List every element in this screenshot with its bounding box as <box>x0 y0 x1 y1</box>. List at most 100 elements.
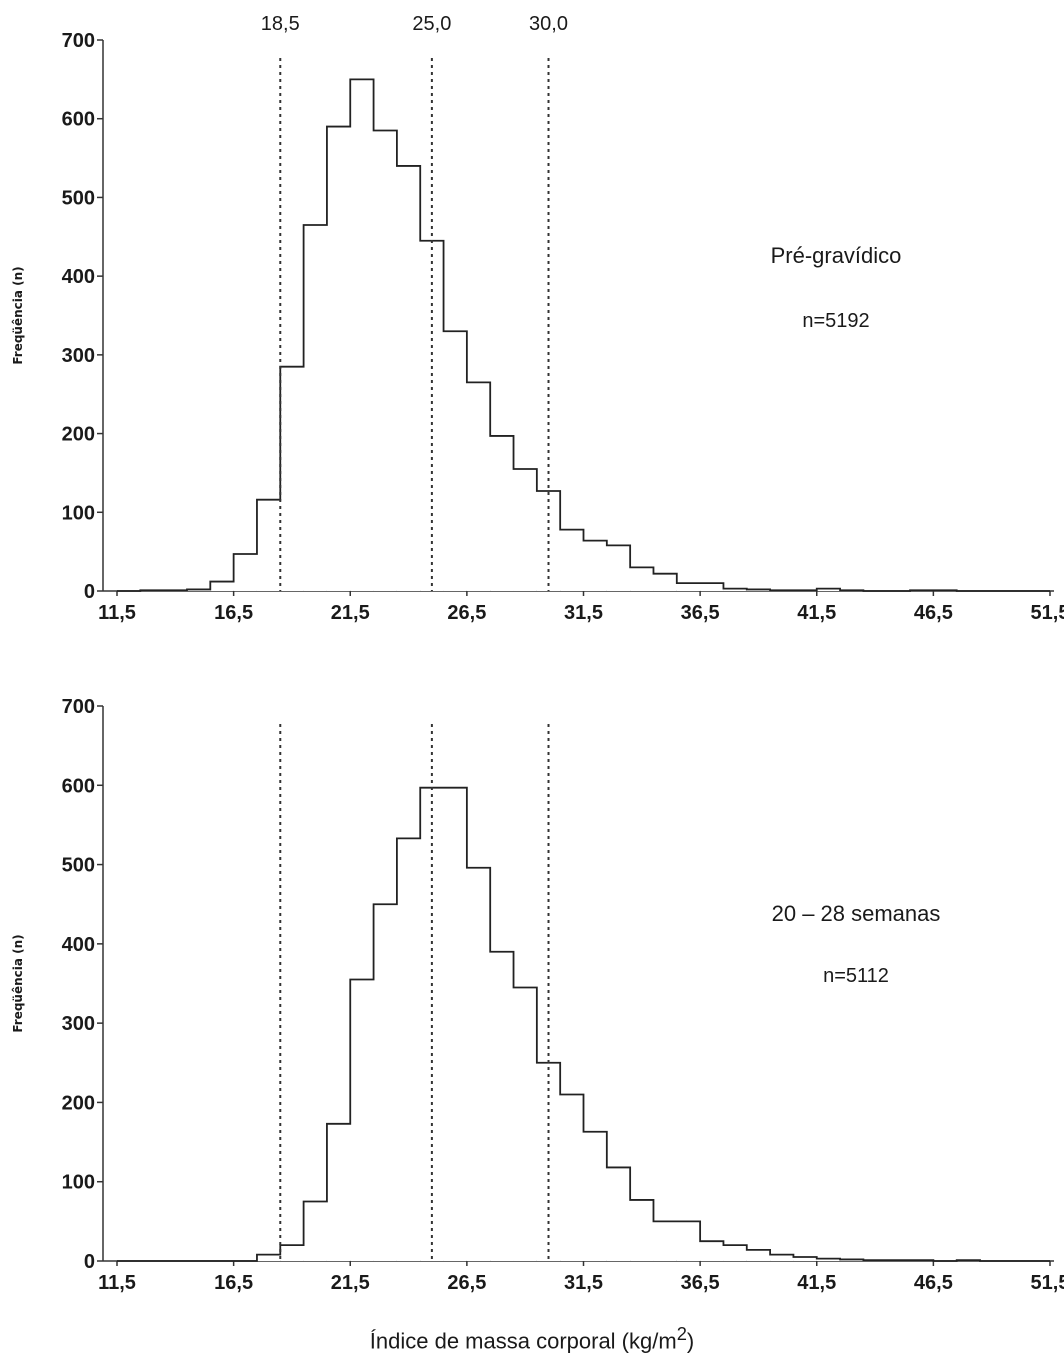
y-tick-label: 600 <box>62 109 95 131</box>
sample-size-label: n=5112 <box>823 965 889 987</box>
x-tick-label: 51,5 <box>1031 602 1064 624</box>
histogram-bar <box>466 382 491 591</box>
histogram-bar <box>350 79 374 591</box>
x-tick-label: 46,5 <box>914 602 953 624</box>
histogram-bar <box>606 1167 631 1261</box>
histogram-bar <box>653 573 677 591</box>
x-tick-label: 26,5 <box>447 602 486 624</box>
y-tick-label: 400 <box>62 266 95 288</box>
histogram-bar <box>373 904 397 1261</box>
histogram-bar <box>326 1123 351 1261</box>
histogram-bar <box>490 951 514 1261</box>
x-tick-label: 51,5 <box>1031 1272 1064 1294</box>
y-tick-label: 400 <box>62 934 95 956</box>
y-tick-label: 600 <box>62 775 95 797</box>
x-tick-label: 21,5 <box>331 602 370 624</box>
x-axis-title-close: ) <box>686 1328 695 1354</box>
panel-annotation: 20 – 28 semanas <box>772 901 941 926</box>
x-tick-label: 41,5 <box>797 1272 836 1294</box>
x-tick-label: 36,5 <box>681 1272 720 1294</box>
histogram-bars <box>140 79 957 591</box>
histogram-panel-1: 0 100 200 300 400 500 600 700 11,5 16,5 21,5 26,5 31… <box>11 13 1064 624</box>
histogram-bar <box>443 331 467 591</box>
histogram-bar <box>396 165 421 591</box>
y-tick-label: 200 <box>62 424 95 446</box>
x-tick-label: 31,5 <box>564 602 603 624</box>
histogram-bar <box>443 787 467 1261</box>
histogram-bar <box>700 583 724 591</box>
histogram-bar <box>396 838 421 1261</box>
x-tick-label: 16,5 <box>214 1272 253 1294</box>
histogram-bar <box>303 224 327 591</box>
histogram-bar <box>513 987 537 1261</box>
histogram-bar <box>256 1254 281 1261</box>
histogram-bar <box>280 366 304 591</box>
histogram-bar <box>210 581 234 591</box>
histogram-panel-2: 0 100 200 300 400 500 600 700 11,5 16,5 21,5 26,5 31… <box>11 696 1064 1294</box>
reference-line-label: 30,0 <box>529 13 568 35</box>
histogram-bar <box>536 1062 561 1261</box>
histogram-bars <box>256 787 981 1261</box>
y-axis-label: Freqüência (n) <box>11 934 25 1032</box>
histogram-bar <box>723 588 747 591</box>
y-axis-label: Freqüência (n) <box>11 266 25 364</box>
y-tick-label: 300 <box>62 1013 95 1035</box>
x-tick-label: 46,5 <box>914 1272 953 1294</box>
histogram-bar <box>233 554 257 591</box>
histogram-bar <box>583 540 607 591</box>
y-tick-label: 700 <box>62 30 95 52</box>
x-axis-title: Índice de massa corporal (kg/m2) <box>0 1323 1064 1354</box>
y-tick-label: 300 <box>62 345 95 367</box>
histogram-bar <box>793 1257 817 1261</box>
histogram-bar <box>583 1131 607 1261</box>
histogram-bar <box>676 1221 701 1261</box>
histogram-bar <box>723 1245 747 1261</box>
histogram-bar <box>373 130 397 591</box>
y-tick-label: 200 <box>62 1092 95 1114</box>
histogram-step-outline <box>117 786 1050 1262</box>
y-tick-label: 500 <box>62 187 95 209</box>
x-tick-label: 11,5 <box>98 1272 136 1294</box>
y-tick-label: 100 <box>62 502 95 524</box>
histogram-bar <box>816 1258 841 1261</box>
x-tick-label: 16,5 <box>214 602 253 624</box>
x-tick-label: 11,5 <box>98 602 136 624</box>
panel-annotation: Pré-gravídico <box>771 243 902 268</box>
histogram-bar <box>326 126 351 591</box>
x-tick-label: 21,5 <box>331 1272 370 1294</box>
histogram-bar <box>606 545 631 591</box>
histogram-bar <box>630 567 654 591</box>
reference-line-label: 18,5 <box>261 13 300 35</box>
histogram-bar <box>560 529 584 591</box>
x-tick-label: 36,5 <box>681 602 720 624</box>
histogram-bar <box>816 588 841 591</box>
histogram-step-outline <box>117 78 1050 592</box>
histogram-bar <box>630 1199 654 1261</box>
histogram-bar <box>653 1221 677 1261</box>
histogram-bar <box>420 787 444 1261</box>
y-tick-label: 0 <box>84 581 95 603</box>
y-tick-label: 500 <box>62 855 95 877</box>
histogram-bar <box>256 499 281 591</box>
histogram-bar <box>280 1245 304 1261</box>
x-tick-label: 41,5 <box>797 602 836 624</box>
histogram-bar <box>303 1201 327 1261</box>
x-axis-title-main: Índice de massa corporal (kg/m <box>369 1328 677 1354</box>
histogram-bar <box>490 435 514 591</box>
histogram-bar <box>466 867 491 1261</box>
reference-line-label: 25,0 <box>412 13 451 35</box>
histogram-bar <box>700 1241 724 1261</box>
histogram-bar <box>560 1094 584 1261</box>
histogram-bar <box>350 979 374 1261</box>
y-tick-label: 0 <box>84 1251 95 1273</box>
y-tick-label: 700 <box>62 696 95 718</box>
histogram-bar <box>676 583 701 591</box>
sample-size-label: n=5192 <box>802 310 869 332</box>
histogram-bar <box>746 1249 771 1261</box>
histogram-bar <box>770 1254 794 1261</box>
histogram-bar <box>513 468 537 591</box>
x-axis-title-sup: 2 <box>676 1323 687 1344</box>
x-tick-label: 26,5 <box>447 1272 486 1294</box>
y-tick-label: 100 <box>62 1172 95 1194</box>
